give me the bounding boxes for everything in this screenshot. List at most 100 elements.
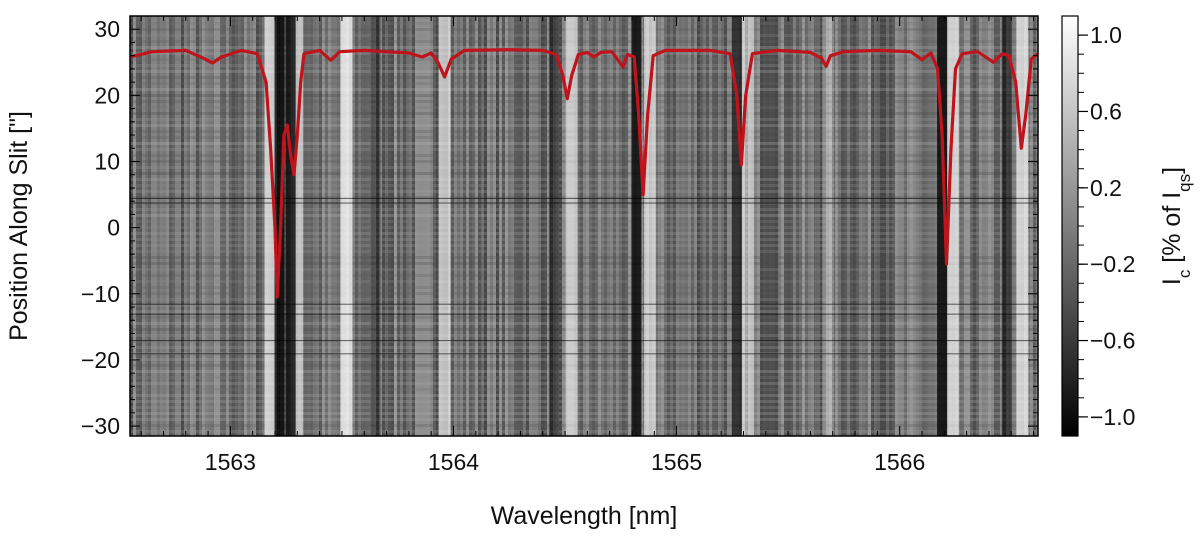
heatmap-streak xyxy=(451,16,454,436)
heatmap-streak xyxy=(505,16,508,436)
colorbar-title-i: I xyxy=(1158,278,1186,285)
heatmap-artifact-line xyxy=(130,202,1038,204)
heatmap-streak xyxy=(838,16,841,436)
heatmap-fringe xyxy=(130,136,1038,139)
heatmap-streak xyxy=(334,16,337,436)
heatmap-streak xyxy=(331,16,334,436)
heatmap-streak xyxy=(844,16,847,436)
heatmap-streak xyxy=(352,16,355,436)
heatmap-streak xyxy=(616,16,619,436)
heatmap-fringe xyxy=(130,238,1038,241)
colorbar-tick-label: −0.2 xyxy=(1090,251,1135,277)
heatmap-streak xyxy=(901,16,904,436)
heatmap-streak xyxy=(553,16,556,436)
heatmap-streak xyxy=(769,16,772,436)
heatmap-streak xyxy=(598,16,601,436)
heatmap-streak xyxy=(1036,16,1038,436)
heatmap-streak xyxy=(922,16,925,436)
heatmap-fringe xyxy=(130,316,1038,319)
heatmap-streak xyxy=(973,16,976,436)
heatmap-streak xyxy=(655,16,658,436)
heatmap-streak xyxy=(466,16,469,436)
heatmap-artifact-line xyxy=(130,340,1038,342)
heatmap-streak xyxy=(427,16,430,436)
heatmap-streak xyxy=(721,16,724,436)
heatmap-fringe xyxy=(130,178,1038,181)
heatmap-fringe xyxy=(130,280,1038,283)
heatmap-streak xyxy=(397,16,400,436)
colorbar-tick-label: −0.6 xyxy=(1090,328,1135,354)
heatmap-streak xyxy=(928,16,931,436)
heatmap-streak xyxy=(478,16,481,436)
heatmap-fringe xyxy=(130,70,1038,73)
heatmap-fringe xyxy=(130,430,1038,433)
heatmap-streak xyxy=(907,16,910,436)
heatmap-artifact-line xyxy=(130,313,1038,315)
heatmap-streak xyxy=(814,16,817,436)
heatmap-fringe xyxy=(130,328,1038,331)
colorbar-title-end: ] xyxy=(1158,167,1186,174)
heatmap-streak xyxy=(424,16,427,436)
heatmap-streak xyxy=(550,16,553,436)
heatmap-streak xyxy=(535,16,538,436)
heatmap-streak xyxy=(211,16,214,436)
heatmap-streak xyxy=(370,16,373,436)
x-tick-label: 1563 xyxy=(205,449,256,475)
heatmap-streak xyxy=(367,16,370,436)
heatmap-streak xyxy=(547,16,550,436)
heatmap-fringe xyxy=(130,22,1038,25)
heatmap-streak xyxy=(883,16,886,436)
heatmap-fringe xyxy=(130,406,1038,409)
heatmap-fringe xyxy=(130,46,1038,49)
heatmap-streak xyxy=(163,16,166,436)
heatmap-streak xyxy=(217,16,220,436)
colorbar-ticks: −1.0 −0.6 −0.2 0.2 0.6 1.0 xyxy=(1078,22,1135,430)
heatmap-streak xyxy=(184,16,187,436)
heatmap-streak xyxy=(166,16,169,436)
heatmap-streak xyxy=(433,16,436,436)
heatmap-streak xyxy=(892,16,895,436)
heatmap-streak xyxy=(613,16,616,436)
heatmap-streak xyxy=(997,16,1000,436)
heatmap-streak xyxy=(832,16,835,436)
heatmap-fringe xyxy=(130,364,1038,367)
heatmap-bright-band xyxy=(822,16,835,436)
heatmap-streak xyxy=(322,16,325,436)
heatmap-streak xyxy=(373,16,376,436)
heatmap-fringe xyxy=(130,424,1038,427)
heatmap-streak xyxy=(691,16,694,436)
heatmap-streak xyxy=(1000,16,1003,436)
heatmap-streak xyxy=(685,16,688,436)
heatmap-streak xyxy=(319,16,322,436)
heatmap-streak xyxy=(580,16,583,436)
heatmap-streak xyxy=(820,16,823,436)
heatmap-streak xyxy=(589,16,592,436)
heatmap-streak xyxy=(493,16,496,436)
heatmap-streak xyxy=(607,16,610,436)
heatmap-fringe xyxy=(130,124,1038,127)
heatmap-streak xyxy=(835,16,838,436)
heatmap-streak xyxy=(232,16,235,436)
heatmap-fringe xyxy=(130,118,1038,121)
heatmap-fringe xyxy=(130,130,1038,133)
heatmap-streak xyxy=(538,16,541,436)
heatmap-streak xyxy=(250,16,253,436)
heatmap-streak xyxy=(379,16,382,436)
heatmap-streak xyxy=(454,16,457,436)
heatmap-streak xyxy=(694,16,697,436)
colorbar-title-sub-qs: qs xyxy=(1175,174,1194,192)
heatmap-streak xyxy=(730,16,733,436)
heatmap-fringe xyxy=(130,298,1038,301)
heatmap-streak xyxy=(976,16,979,436)
heatmap-streak xyxy=(817,16,820,436)
heatmap-streak xyxy=(526,16,529,436)
heatmap-streak xyxy=(514,16,517,436)
heatmap-streak xyxy=(403,16,406,436)
colorbar-title-sub-c: c xyxy=(1175,269,1194,278)
heatmap-streak xyxy=(601,16,604,436)
heatmap-streak xyxy=(622,16,625,436)
heatmap-streak xyxy=(763,16,766,436)
heatmap-streak xyxy=(658,16,661,436)
heatmap-streak xyxy=(931,16,934,436)
heatmap-streak xyxy=(358,16,361,436)
